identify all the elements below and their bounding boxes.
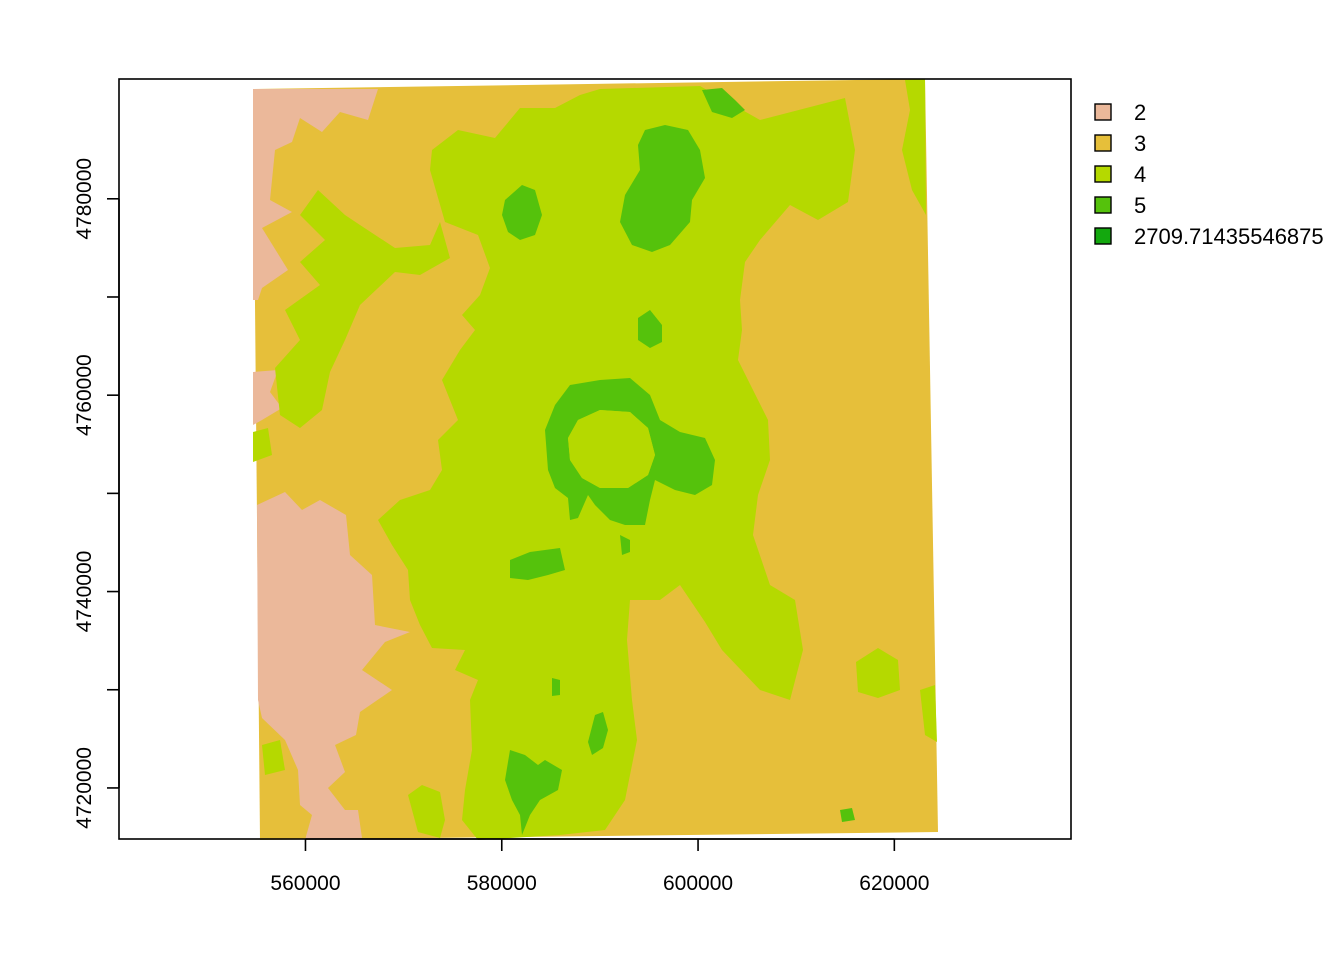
legend-swatch <box>1094 165 1112 183</box>
raster-class-5-north-peak <box>620 125 705 252</box>
x-tick-label: 620000 <box>859 872 929 895</box>
raster-class-2-region-north <box>253 89 378 300</box>
raster-class-4-south-lobe <box>408 785 445 838</box>
raster-map <box>253 79 938 840</box>
raster-class-4-sw-patch <box>262 740 285 775</box>
legend-swatch <box>1094 227 1112 245</box>
legend-swatch <box>1094 196 1112 214</box>
x-axis: 560000 580000 600000 620000 <box>270 838 929 895</box>
y-tick-label: 4760000 <box>73 354 96 436</box>
legend: 2 3 4 5 2709.71435546875 <box>1094 100 1324 249</box>
legend-label: 3 <box>1134 131 1146 156</box>
raster-class-5-south-spike <box>588 712 608 755</box>
raster-class-5-northeast-blob <box>702 88 745 118</box>
raster-class-5-caldera-lake <box>568 410 655 488</box>
y-tick-label: 4720000 <box>73 747 96 829</box>
legend-label: 2709.71435546875 <box>1134 224 1324 249</box>
raster-class-4-west-tendrils <box>275 190 450 428</box>
x-tick-label: 600000 <box>663 872 733 895</box>
raster-class-5-south-cluster <box>505 750 562 835</box>
raster-class-4-southeast-patch <box>856 648 900 698</box>
raster-class-4-east-edge-patch <box>920 685 937 742</box>
raster-class-4-east-strip <box>902 79 926 215</box>
legend-swatch <box>1094 103 1112 121</box>
y-axis: 4720000 4740000 4760000 4780000 <box>73 158 120 829</box>
x-tick-label: 580000 <box>467 872 537 895</box>
raster-class-2-region-west-mid <box>253 370 282 425</box>
raster-class-2-region-southwest <box>257 492 410 840</box>
legend-label: 2 <box>1134 100 1146 125</box>
legend-label: 4 <box>1134 162 1146 187</box>
y-tick-label: 4780000 <box>73 158 96 240</box>
raster-class-5-south-small <box>620 535 630 555</box>
legend-label: 5 <box>1134 193 1146 218</box>
y-tick-label: 4740000 <box>73 551 96 633</box>
raster-class-5-mid-blob <box>638 310 662 348</box>
raster-class-5-se-dot <box>840 808 855 822</box>
raster-class-5-south-dot <box>552 678 560 696</box>
x-tick-label: 560000 <box>270 872 340 895</box>
raster-class-5-northwest-blob <box>502 185 542 240</box>
raster-class-4-west-patch <box>253 428 272 462</box>
raster-class-5-caldera-rim <box>545 378 715 525</box>
legend-swatch <box>1094 134 1112 152</box>
raster-class-5-southwest-blob <box>510 548 565 580</box>
